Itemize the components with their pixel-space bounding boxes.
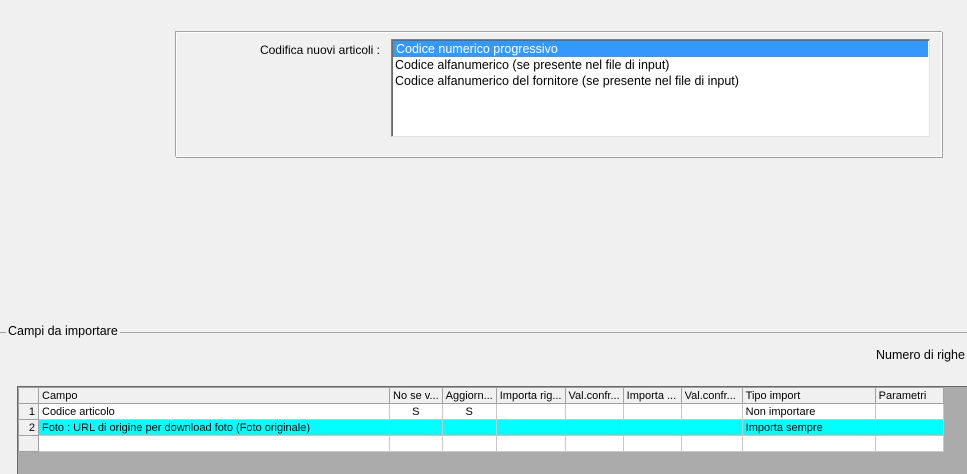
codifica-label: Codifica nuovi articoli : <box>259 43 380 57</box>
cell[interactable] <box>874 435 944 452</box>
column-header[interactable]: Aggiorn... <box>441 387 497 404</box>
cell[interactable] <box>680 419 743 436</box>
header-row: Campo No se v... Aggiorn... Importa rig.… <box>18 387 944 404</box>
campi-frame-divider <box>0 332 967 333</box>
cell[interactable] <box>38 435 390 452</box>
column-header[interactable] <box>18 387 39 404</box>
numero-righe-label: Numero di righe <box>876 348 965 362</box>
cell[interactable] <box>680 435 743 452</box>
cell[interactable] <box>622 403 682 420</box>
cell[interactable] <box>495 403 566 420</box>
cell[interactable] <box>564 419 624 436</box>
cell[interactable] <box>564 403 624 420</box>
cell[interactable] <box>622 419 682 436</box>
codifica-option[interactable]: Codice numerico progressivo <box>393 41 928 57</box>
codifica-option[interactable]: Codice alfanumerico (se presente nel fil… <box>395 58 670 72</box>
cell[interactable] <box>389 435 443 452</box>
column-header[interactable]: Importa rig... <box>495 387 566 404</box>
cell[interactable]: S <box>441 403 497 420</box>
cell[interactable] <box>622 435 682 452</box>
column-header[interactable]: Tipo import <box>741 387 876 404</box>
campi-frame-title: Campi da importare <box>6 324 120 338</box>
cell[interactable] <box>495 419 566 436</box>
campi-grid[interactable]: Campo No se v... Aggiorn... Importa rig.… <box>17 386 967 474</box>
table-row[interactable]: 1 Codice articolo S S Non importare <box>18 403 944 420</box>
cell[interactable]: Codice articolo <box>38 403 390 420</box>
column-header[interactable]: Parametri <box>874 387 944 404</box>
cell[interactable] <box>389 419 443 436</box>
cell[interactable] <box>874 403 944 420</box>
campi-table: Campo No se v... Aggiorn... Importa rig.… <box>18 387 944 452</box>
column-header[interactable]: Importa ... <box>622 387 682 404</box>
cell[interactable] <box>741 435 876 452</box>
cell[interactable] <box>495 435 566 452</box>
row-number[interactable]: 2 <box>18 419 39 436</box>
cell[interactable] <box>874 419 944 436</box>
cell[interactable] <box>441 435 497 452</box>
table-row-empty[interactable] <box>18 435 944 452</box>
column-header[interactable]: Val.confr... <box>564 387 624 404</box>
row-number[interactable] <box>18 435 39 452</box>
column-header[interactable]: Campo <box>38 387 390 404</box>
cell[interactable] <box>441 419 497 436</box>
table-row-selected[interactable]: 2 Foto : URL di origine per download fot… <box>18 419 944 436</box>
codifica-group <box>175 31 942 157</box>
cell[interactable]: Importa sempre <box>741 419 876 436</box>
cell[interactable]: S <box>389 403 443 420</box>
row-number[interactable]: 1 <box>18 403 39 420</box>
codifica-listbox[interactable]: Codice numerico progressivo Codice alfan… <box>391 39 930 137</box>
cell[interactable]: Non importare <box>741 403 876 420</box>
cell[interactable] <box>680 403 743 420</box>
column-header[interactable]: No se v... <box>389 387 443 404</box>
cell[interactable] <box>564 435 624 452</box>
codifica-option[interactable]: Codice alfanumerico del fornitore (se pr… <box>395 74 739 88</box>
cell[interactable]: Foto : URL di origine per download foto … <box>38 419 390 436</box>
column-header[interactable]: Val.confr... <box>680 387 743 404</box>
